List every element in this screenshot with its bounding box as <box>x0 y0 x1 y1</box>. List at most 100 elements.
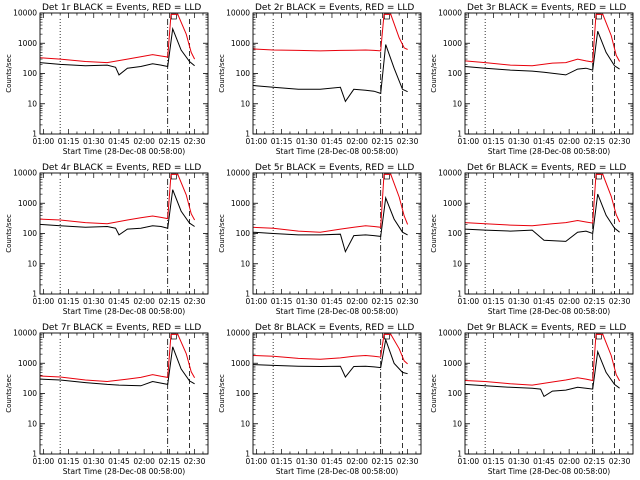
x-tick-label: 02:15 <box>159 297 181 306</box>
x-tick-label: 02:30 <box>184 297 206 306</box>
plot-frame <box>39 332 209 455</box>
x-tick-label: 02:30 <box>609 457 631 466</box>
x-tick-label: 02:15 <box>159 137 181 146</box>
y-tick-label: 10 <box>240 259 250 268</box>
y-tick-label: 10 <box>27 99 37 108</box>
series-line-lld <box>464 173 621 227</box>
series-line-events <box>464 31 620 76</box>
y-tick-label: 1 <box>32 450 37 459</box>
x-tick-label: 02:00 <box>346 297 368 306</box>
y-tick-label: 100 <box>23 389 38 398</box>
y-tick-label: 1000 <box>443 39 462 48</box>
y-tick-label: 10 <box>27 419 37 428</box>
plot-frame <box>39 172 209 295</box>
x-tick-label: 02:30 <box>184 137 206 146</box>
y-axis-label: Counts/sec <box>430 214 438 253</box>
y-tick-label: 10 <box>240 419 250 428</box>
series-line-lld <box>39 13 196 64</box>
y-tick-label: 1000 <box>231 39 250 48</box>
y-tick-label: 1000 <box>18 199 37 208</box>
y-tick-label: 100 <box>23 229 38 238</box>
y-tick-label: 100 <box>23 69 38 78</box>
panel-det-2: Det 2r BLACK = Events, RED = LLD Counts/s… <box>218 3 422 156</box>
series-line-lld <box>252 13 408 52</box>
y-tick-label: 1 <box>245 130 250 139</box>
panel-title: Det 7r BLACK = Events, RED = LLD <box>42 323 201 333</box>
x-tick-label: 01:30 <box>508 137 530 146</box>
panel-title: Det 8r BLACK = Events, RED = LLD <box>255 323 414 333</box>
x-tick-label: 02:00 <box>346 457 368 466</box>
y-tick-label: 1000 <box>443 199 462 208</box>
panel-det-3: Det 3r BLACK = Events, RED = LLD Counts/s… <box>430 3 634 156</box>
panel-det-7: Det 7r BLACK = Events, RED = LLD Counts/s… <box>5 323 209 476</box>
x-tick-label: 01:00 <box>33 297 55 306</box>
plot-frame <box>464 332 634 455</box>
series-line-lld <box>39 173 196 225</box>
y-tick-label: 1 <box>32 130 37 139</box>
x-tick-label: 01:45 <box>108 297 130 306</box>
x-tick-label: 01:45 <box>321 137 343 146</box>
x-tick-label: 01:30 <box>296 457 318 466</box>
x-tick-label: 02:00 <box>558 297 580 306</box>
panel-title: Det 6r BLACK = Events, RED = LLD <box>467 163 626 173</box>
x-tick-label: 02:15 <box>584 297 606 306</box>
x-tick-label: 01:15 <box>483 137 505 146</box>
panel-title: Det 5r BLACK = Events, RED = LLD <box>255 163 414 173</box>
y-tick-label: 10 <box>27 259 37 268</box>
x-tick-label: 02:15 <box>372 297 394 306</box>
x-tick-label: 01:00 <box>458 137 480 146</box>
x-tick-label: 01:00 <box>458 457 480 466</box>
panel-title: Det 3r BLACK = Events, RED = LLD <box>467 3 626 13</box>
y-tick-label: 10000 <box>226 329 250 338</box>
y-tick-label: 1 <box>457 290 462 299</box>
x-tick-label: 01:15 <box>271 137 293 146</box>
x-tick-label: 01:45 <box>533 297 555 306</box>
x-tick-label: 01:45 <box>108 137 130 146</box>
y-tick-label: 1 <box>245 450 250 459</box>
y-tick-label: 10000 <box>438 169 462 178</box>
y-axis-label: Counts/sec <box>430 374 438 413</box>
series-line-lld <box>464 333 621 386</box>
y-tick-label: 100 <box>236 389 251 398</box>
y-tick-label: 10 <box>452 99 462 108</box>
y-tick-label: 10 <box>452 259 462 268</box>
y-tick-label: 10000 <box>13 9 37 18</box>
x-axis-label: Start Time (28-Dec-08 00:58:00) <box>488 147 610 156</box>
x-tick-label: 02:30 <box>397 297 419 306</box>
x-tick-label: 02:00 <box>133 457 155 466</box>
y-axis-label: Counts/sec <box>5 374 13 413</box>
panel-title: Det 2r BLACK = Events, RED = LLD <box>255 3 414 13</box>
y-tick-label: 1000 <box>18 359 37 368</box>
y-tick-label: 10000 <box>226 9 250 18</box>
y-tick-label: 100 <box>236 69 251 78</box>
series-line-events <box>252 337 408 378</box>
y-axis-label: Counts/sec <box>218 54 226 93</box>
panel-title: Det 1r BLACK = Events, RED = LLD <box>42 3 201 13</box>
x-tick-label: 02:00 <box>133 137 155 146</box>
y-axis-label: Counts/sec <box>430 54 438 93</box>
y-tick-label: 1 <box>245 290 250 299</box>
panel-det-5: Det 5r BLACK = Events, RED = LLD Counts/s… <box>218 163 422 316</box>
x-tick-label: 01:30 <box>296 297 318 306</box>
x-tick-label: 01:00 <box>33 137 55 146</box>
x-tick-label: 02:15 <box>372 457 394 466</box>
y-tick-label: 1 <box>32 290 37 299</box>
x-tick-label: 02:00 <box>558 137 580 146</box>
panel-det-9: Det 9r BLACK = Events, RED = LLD Counts/s… <box>430 323 634 476</box>
x-tick-label: 01:00 <box>458 297 480 306</box>
y-tick-label: 1 <box>457 130 462 139</box>
panel-det-6: Det 6r BLACK = Events, RED = LLD Counts/s… <box>430 163 634 316</box>
x-tick-label: 01:45 <box>321 457 343 466</box>
x-tick-label: 01:15 <box>58 137 80 146</box>
series-line-events <box>39 346 195 387</box>
y-tick-label: 1000 <box>18 39 37 48</box>
panel-title: Det 4r BLACK = Events, RED = LLD <box>42 163 201 173</box>
series-line-events <box>464 193 620 242</box>
x-tick-label: 01:15 <box>271 297 293 306</box>
y-tick-label: 100 <box>448 389 463 398</box>
x-tick-label: 02:15 <box>159 457 181 466</box>
x-axis-label: Start Time (28-Dec-08 00:58:00) <box>488 307 610 316</box>
panel-det-8: Det 8r BLACK = Events, RED = LLD Counts/s… <box>218 323 422 476</box>
y-tick-label: 10000 <box>226 169 250 178</box>
series-line-events <box>252 195 408 254</box>
